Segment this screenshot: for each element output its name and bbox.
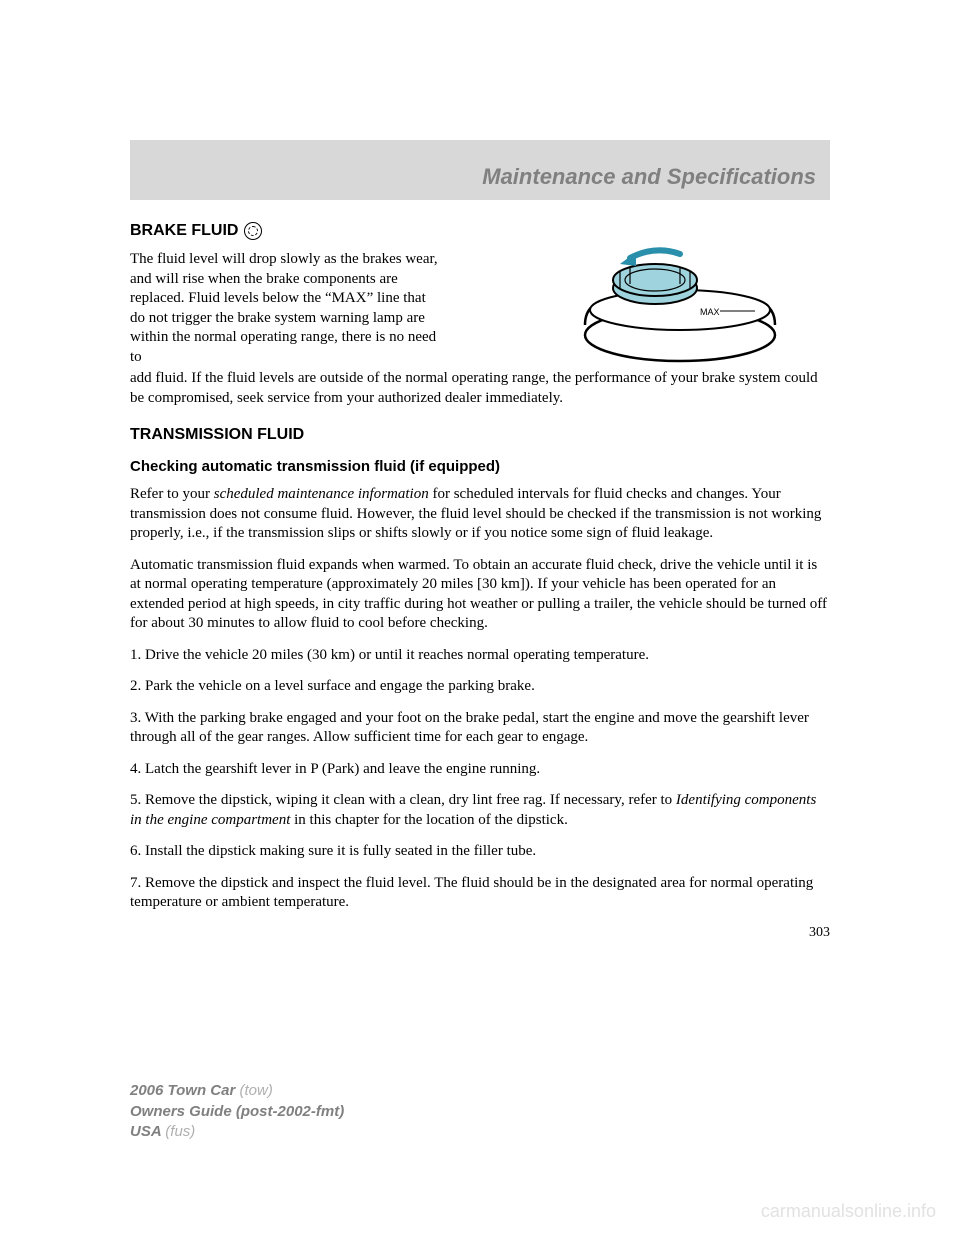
footer-guide: Owners Guide (post-2002-fmt)	[130, 1103, 344, 1120]
footer-line-1: 2006 Town Car (tow)	[130, 1081, 344, 1101]
manual-page: Maintenance and Specifications BRAKE FLU…	[0, 0, 960, 941]
trans-step-6: 6. Install the dipstick making sure it i…	[130, 842, 830, 862]
brake-fluid-symbol-icon	[244, 222, 262, 240]
chapter-title: Maintenance and Specifications	[482, 164, 816, 190]
chapter-header-bar: Maintenance and Specifications	[130, 140, 830, 200]
transmission-heading: TRANSMISSION FLUID	[130, 426, 830, 444]
trans-s5-a: 5. Remove the dipstick, wiping it clean …	[130, 792, 676, 808]
trans-step-2: 2. Park the vehicle on a level surface a…	[130, 677, 830, 697]
footer-code-3: (fus)	[165, 1123, 195, 1140]
brake-section: MAX The fluid level will drop slowly as …	[130, 250, 830, 408]
trans-step-3: 3. With the parking brake engaged and yo…	[130, 709, 830, 748]
footer-line-2: Owners Guide (post-2002-fmt)	[130, 1102, 344, 1122]
brake-para-full: add fluid. If the fluid levels are outsi…	[130, 369, 830, 408]
trans-para-2: Automatic transmission fluid expands whe…	[130, 556, 830, 634]
trans-step-4: 4. Latch the gearshift lever in P (Park)…	[130, 760, 830, 780]
brake-para-narrow: The fluid level will drop slowly as the …	[130, 250, 440, 367]
page-number: 303	[130, 925, 830, 941]
watermark: carmanualsonline.info	[761, 1201, 936, 1222]
footer-model: 2006 Town Car	[130, 1082, 239, 1099]
trans-para-1: Refer to your scheduled maintenance info…	[130, 485, 830, 544]
reservoir-max-label: MAX	[700, 307, 720, 317]
trans-step-5: 5. Remove the dipstick, wiping it clean …	[130, 791, 830, 830]
trans-p1-italic: scheduled maintenance information	[214, 486, 429, 502]
brake-fluid-heading: BRAKE FLUID	[130, 222, 830, 240]
trans-step-7: 7. Remove the dipstick and inspect the f…	[130, 874, 830, 913]
brake-fluid-heading-text: BRAKE FLUID	[130, 222, 238, 240]
footer-code-1: (tow)	[239, 1082, 272, 1099]
trans-step-1: 1. Drive the vehicle 20 miles (30 km) or…	[130, 646, 830, 666]
trans-s5-b: in this chapter for the location of the …	[290, 812, 567, 828]
footer-region: USA	[130, 1123, 165, 1140]
trans-p1-a: Refer to your	[130, 486, 214, 502]
footer-line-3: USA (fus)	[130, 1122, 344, 1142]
footer-block: 2006 Town Car (tow) Owners Guide (post-2…	[130, 1081, 344, 1142]
transmission-subheading: Checking automatic transmission fluid (i…	[130, 458, 830, 475]
brake-reservoir-illustration-icon: MAX	[570, 240, 790, 370]
